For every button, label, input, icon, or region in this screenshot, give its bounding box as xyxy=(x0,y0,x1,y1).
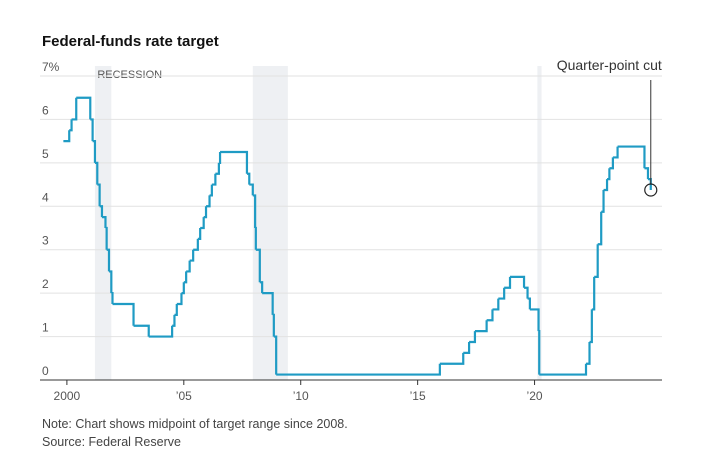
rate-step xyxy=(504,276,512,289)
x-tick-label: ’15 xyxy=(410,389,426,403)
rate-step xyxy=(112,302,135,326)
rate-step xyxy=(527,297,531,310)
rate-step xyxy=(252,194,257,228)
rate-step xyxy=(209,184,213,197)
rate-step xyxy=(594,244,599,278)
rate-step xyxy=(601,190,605,213)
y-tick-label: 5 xyxy=(42,147,49,161)
rate-step xyxy=(498,287,506,300)
x-tick-label: ’20 xyxy=(527,389,543,403)
rate-step xyxy=(538,330,541,375)
rate-step xyxy=(589,309,593,344)
rate-step xyxy=(586,342,591,365)
rate-step xyxy=(193,238,199,251)
x-tick-label: ’10 xyxy=(293,389,309,403)
note: Note: Chart shows midpoint of target ran… xyxy=(42,417,348,431)
rate-step xyxy=(617,145,646,169)
rate-step xyxy=(206,195,211,208)
annotation-marker xyxy=(644,183,658,197)
rate-step xyxy=(105,226,108,250)
rate-step xyxy=(246,172,251,185)
rate-step xyxy=(463,342,471,354)
y-tick-label: 0 xyxy=(42,364,49,378)
rate-step xyxy=(197,228,202,240)
rate-step xyxy=(529,308,540,332)
rate-step xyxy=(181,282,185,295)
rate-step xyxy=(183,271,188,284)
rate-step xyxy=(71,97,78,121)
rate-step xyxy=(63,130,71,143)
rate-step xyxy=(106,248,111,272)
rate-step xyxy=(486,309,494,322)
rate-step xyxy=(255,248,261,283)
rate-step xyxy=(591,276,596,311)
rate-step xyxy=(133,324,150,337)
rate-step xyxy=(172,314,176,327)
rate-step xyxy=(607,168,611,181)
recession-band xyxy=(94,66,112,380)
rate-step xyxy=(215,162,220,175)
rate-step xyxy=(539,363,588,376)
annotation: Quarter-point cut xyxy=(557,57,662,73)
rate-step xyxy=(108,270,113,294)
rate-step xyxy=(609,157,614,170)
rate-step xyxy=(603,179,609,192)
y-tick-label: 1 xyxy=(42,321,49,335)
rate-step xyxy=(492,298,500,311)
rate-step xyxy=(276,363,441,376)
rate-step xyxy=(97,183,101,207)
rate-step xyxy=(69,119,73,132)
rate-step xyxy=(76,96,92,120)
y-tick-label: 4 xyxy=(42,190,49,204)
rate-step xyxy=(254,226,257,250)
recession-band xyxy=(537,66,542,380)
rate-step xyxy=(189,249,195,262)
rate-step xyxy=(524,286,529,299)
rate-step xyxy=(174,304,178,316)
y-tick-label: 2 xyxy=(42,277,49,291)
rate-step xyxy=(90,118,94,142)
rate-step xyxy=(200,217,205,230)
rate-step xyxy=(273,335,278,375)
rate-step xyxy=(644,167,650,180)
chart-title: Federal-funds rate target xyxy=(42,33,219,50)
rate-step xyxy=(99,205,104,218)
x-tick-label: 2000 xyxy=(54,389,81,403)
y-tick-label: 6 xyxy=(42,103,49,117)
rate-step xyxy=(218,152,222,164)
rate-step xyxy=(474,320,488,333)
rate-step xyxy=(262,292,274,315)
rate-step xyxy=(469,331,477,344)
recession-label: RECESSION xyxy=(97,69,162,81)
rate-step xyxy=(510,275,526,288)
rate-step xyxy=(111,292,114,304)
rate-step xyxy=(612,146,619,159)
rate-step xyxy=(94,161,99,185)
y-tick-label: 7% xyxy=(42,60,60,74)
rate-step xyxy=(101,216,107,228)
rate-step xyxy=(148,325,174,338)
source: Source: Federal Reserve xyxy=(42,435,181,449)
rate-step xyxy=(176,293,183,306)
rate-step xyxy=(92,140,97,163)
rate-step xyxy=(220,150,249,174)
rate-step xyxy=(186,260,191,273)
rate-step xyxy=(259,281,264,294)
y-tick-label: 3 xyxy=(42,234,49,248)
rate-step xyxy=(597,211,603,246)
rate-step xyxy=(439,352,465,365)
rate-step xyxy=(203,206,208,219)
rate-step xyxy=(249,183,254,196)
recession-band xyxy=(252,66,288,380)
rate-step xyxy=(211,173,217,186)
x-tick-label: ’05 xyxy=(176,389,192,403)
rate-step xyxy=(272,313,275,337)
